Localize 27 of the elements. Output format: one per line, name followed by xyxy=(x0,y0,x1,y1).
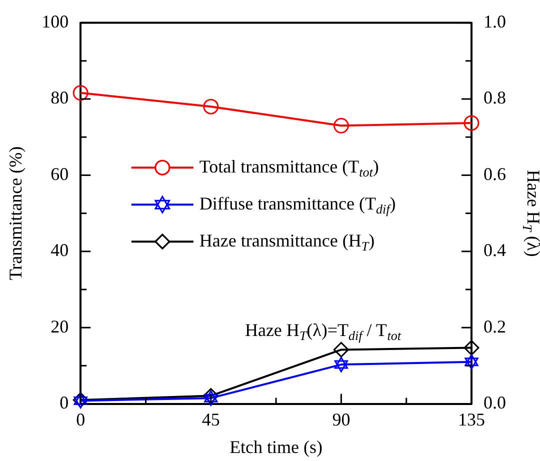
y-tick-label: 60 xyxy=(50,164,69,184)
point xyxy=(333,118,349,134)
point xyxy=(464,340,480,356)
y-axis-title: Transmittance (%) xyxy=(6,146,26,280)
y-tick-label: 0 xyxy=(60,392,69,413)
x-tick-label: 135 xyxy=(458,409,485,430)
y2-tick-label: 0.8 xyxy=(484,88,506,108)
x-tick-label: 45 xyxy=(202,409,220,430)
point xyxy=(72,85,88,101)
point xyxy=(333,342,349,358)
y2-tick-label: 0.6 xyxy=(484,164,506,184)
x-tick-label: 0 xyxy=(76,409,86,430)
x-tick-label: 90 xyxy=(332,409,350,430)
x-axis-title: Etch time (s) xyxy=(230,436,323,457)
y2-tick-label: 0.4 xyxy=(484,240,506,260)
y-tick-label: 40 xyxy=(50,240,69,260)
y-tick-label: 20 xyxy=(50,316,69,336)
point xyxy=(334,356,348,372)
y2-tick-label: 0.0 xyxy=(484,392,506,413)
y2-tick-label: 0.2 xyxy=(484,316,506,336)
point xyxy=(203,98,219,114)
point xyxy=(464,354,478,370)
y-tick-label: 100 xyxy=(42,12,69,32)
point xyxy=(464,115,480,131)
y2-axis-title: Haze HT (λ) xyxy=(520,170,540,257)
y-tick-label: 80 xyxy=(50,88,69,108)
y2-tick-label: 1.0 xyxy=(484,12,506,32)
